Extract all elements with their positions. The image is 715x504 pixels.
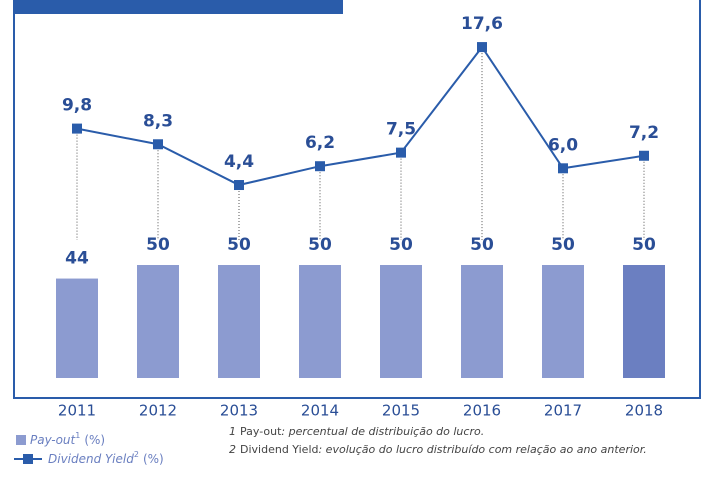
bar-label: 50 — [632, 235, 656, 255]
x-tick-label: 2014 — [301, 402, 339, 420]
bar-label: 50 — [227, 235, 251, 255]
line-label: 7,2 — [629, 123, 659, 143]
bar-label: 50 — [470, 235, 494, 255]
bar-label: 50 — [551, 235, 575, 255]
frame — [13, 0, 701, 399]
bar — [56, 278, 98, 378]
line-marker — [72, 123, 82, 134]
bar-label: 50 — [308, 235, 332, 255]
footnote-text: : percentual de distribuição do lucro. — [281, 425, 484, 438]
line-marker — [477, 42, 487, 53]
bar — [218, 265, 260, 378]
x-tick-label: 2017 — [544, 402, 582, 420]
footnote-term: Pay-out — [240, 425, 282, 438]
bar — [380, 265, 422, 378]
bar — [461, 265, 503, 378]
line-marker — [153, 139, 163, 150]
bar — [299, 265, 341, 378]
bar-label: 50 — [389, 235, 413, 255]
footnote-number: 1 — [229, 425, 236, 438]
footnote-number: 2 — [229, 443, 236, 456]
legend-unit: (%) — [143, 452, 164, 466]
line-label: 6,2 — [305, 133, 335, 153]
line-label: 6,0 — [548, 135, 578, 155]
line-label: 7,5 — [386, 120, 416, 140]
footnote-text: : evolução do lucro distribuído com rela… — [318, 443, 646, 456]
line-label: 8,3 — [143, 111, 173, 131]
x-tick-label: 2015 — [382, 402, 420, 420]
line-marker — [639, 150, 649, 161]
line — [76, 45, 645, 187]
footnote: 1 Pay-out: percentual de distribuição do … — [229, 425, 484, 438]
legend-entry: Dividend Yield2 (%) — [48, 450, 164, 466]
bar — [542, 265, 584, 378]
line-label: 17,6 — [461, 14, 503, 34]
legend-marker — [23, 454, 33, 464]
x-tick-label: 2013 — [220, 402, 258, 420]
x-tick-label: 2011 — [58, 402, 96, 420]
x-tick-label: 2018 — [625, 402, 663, 420]
line-marker — [558, 163, 568, 174]
line-label: 9,8 — [62, 96, 92, 116]
legend-unit: (%) — [84, 433, 105, 447]
legend-name: Dividend Yield — [48, 452, 134, 466]
legend-entry: Pay-out1 (%) — [30, 431, 105, 447]
bar — [137, 265, 179, 378]
legend-note: 2 — [134, 450, 139, 459]
footnote: 2 Dividend Yield: evolução do lucro distr… — [229, 443, 647, 456]
legend-swatch — [16, 435, 26, 445]
line-marker — [234, 180, 244, 191]
x-tick-label: 2016 — [463, 402, 501, 420]
bar — [623, 265, 665, 378]
line-marker — [396, 147, 406, 158]
bar-label: 44 — [65, 249, 89, 269]
x-tick-label: 2012 — [139, 402, 177, 420]
line-marker — [315, 161, 325, 172]
title-bar — [14, 0, 343, 14]
legend-name: Pay-out — [30, 433, 77, 447]
footnote-term: Dividend Yield — [240, 443, 318, 456]
line-label: 4,4 — [224, 152, 254, 172]
bar-label: 50 — [146, 235, 170, 255]
legend-note: 1 — [75, 431, 80, 440]
